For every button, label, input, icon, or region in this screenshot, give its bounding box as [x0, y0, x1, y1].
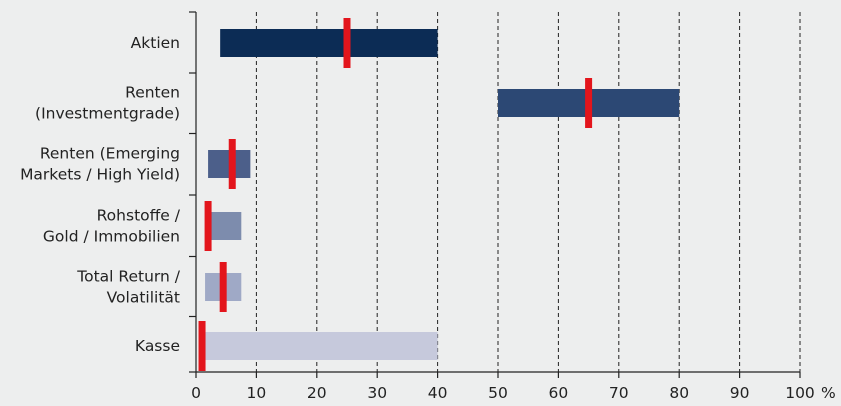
category-label-1-1: (Investmentgrade) — [35, 105, 180, 123]
x-tick-label-50: 50 — [488, 384, 508, 402]
marker-4 — [219, 262, 227, 312]
marker-lines — [198, 18, 593, 371]
category-labels: Aktien Renten (Investmentgrade) Renten (Eme… — [20, 34, 181, 355]
x-tick-label-100: 100 — [785, 384, 815, 402]
x-tick-label-70: 70 — [609, 384, 629, 402]
category-label-3-0: Rohstoffe / — [97, 207, 181, 225]
x-tick-label-60: 60 — [549, 384, 569, 402]
x-tick-label-0: 0 — [191, 384, 201, 402]
category-label-5-0: Kasse — [135, 337, 180, 355]
category-label-2-1: Markets / High Yield) — [20, 166, 180, 184]
category-label-4-1: Volatilität — [107, 289, 180, 307]
x-tick-label-10: 10 — [247, 384, 267, 402]
range-bar-0 — [220, 29, 438, 57]
x-tick-labels: 0 10 20 30 40 50 60 70 80 90 100% — [191, 384, 836, 402]
category-label-3-1: Gold / Immobilien — [43, 228, 180, 246]
marker-3 — [204, 201, 212, 251]
axes — [189, 11, 801, 378]
category-label-2-0: Renten (Emerging — [40, 145, 180, 163]
marker-1 — [585, 78, 593, 128]
x-tick-label-20: 20 — [307, 384, 327, 402]
grid-lines — [255, 12, 801, 372]
x-tick-label-30: 30 — [367, 384, 387, 402]
x-tick-label-80: 80 — [669, 384, 689, 402]
marker-5 — [198, 321, 206, 371]
category-label-1-0: Renten — [125, 84, 180, 102]
range-bar-3 — [208, 212, 242, 240]
category-label-0-0: Aktien — [131, 34, 180, 52]
range-bar-5 — [205, 332, 438, 360]
x-tick-label-40: 40 — [428, 384, 448, 402]
category-label-4-0: Total Return / — [76, 268, 180, 286]
x-tick-label-90: 90 — [730, 384, 750, 402]
marker-2 — [228, 139, 236, 189]
x-unit-label: % — [821, 384, 836, 402]
range-bars — [205, 29, 680, 360]
marker-0 — [343, 18, 351, 68]
